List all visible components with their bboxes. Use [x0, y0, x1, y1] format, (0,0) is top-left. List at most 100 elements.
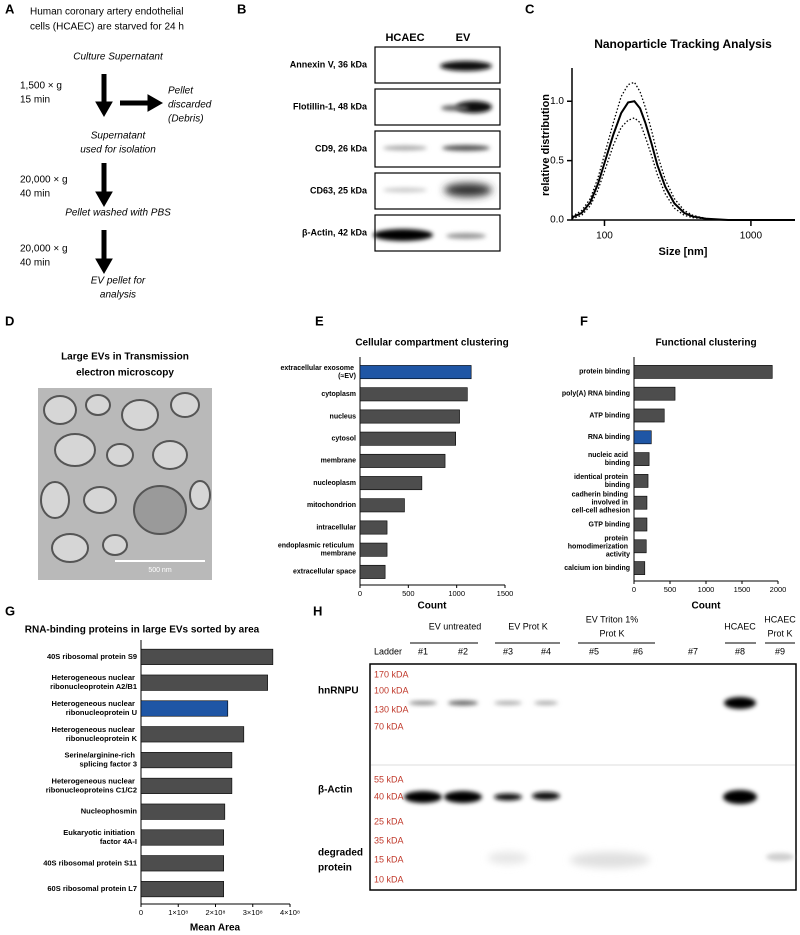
label-line: ribonucleoprotein U: [66, 708, 137, 717]
label-line: Heterogeneous nuclear: [52, 725, 137, 734]
category-label: extracellular exosome (≈EV): [281, 365, 357, 380]
centrifuge-text: 20,000 × g: [20, 244, 68, 255]
label-line: identical protein: [574, 474, 630, 481]
lane-label: Ladder: [374, 646, 402, 656]
step-text: Pellet washed with PBS: [65, 208, 171, 219]
marker-label: 10 kDA: [374, 874, 404, 884]
x-tick-label: 500: [402, 589, 415, 598]
marker-label: 70 kDA: [374, 721, 404, 731]
band: [532, 792, 560, 800]
y-axis-label: relative distribution: [540, 94, 552, 196]
label-line: protein: [604, 535, 630, 542]
arrow-head: [95, 258, 113, 275]
label-line: Eukaryotic initiation: [63, 828, 137, 837]
group-label: Prot K: [599, 628, 624, 638]
label-line: membrane: [321, 551, 357, 558]
vesicle: [40, 481, 70, 519]
category-label: 60S ribosomal protein L7: [47, 884, 137, 893]
centrifuge-text: 15 min: [20, 95, 50, 106]
row-label: hnRNPU: [318, 686, 359, 697]
bar: [140, 855, 224, 872]
y-tick-label: 1.0: [550, 96, 564, 107]
bar: [140, 674, 268, 691]
x-tick-label: 1000: [698, 585, 715, 594]
row-label: β-Actin: [318, 785, 352, 796]
band: [383, 187, 427, 193]
panel-label: D: [5, 313, 14, 328]
step-text: used for isolation: [80, 145, 156, 156]
category-label: Serine/arginine-rich splicing factor 3: [64, 751, 137, 769]
category-label: extracellular space: [293, 569, 356, 576]
label-line: Heterogeneous nuclear: [52, 776, 137, 785]
panel-label: E: [315, 313, 324, 328]
x-tick-label: 0: [139, 908, 143, 917]
band: [448, 700, 478, 706]
category-label: Heterogeneous nuclear ribonucleoprotein …: [52, 725, 138, 743]
category-label: RNA binding: [588, 434, 630, 441]
lane-label: #2: [458, 646, 468, 656]
band: [409, 701, 437, 705]
category-label: nucleus: [330, 413, 357, 420]
label-line: Heterogeneous nuclear: [52, 699, 137, 708]
lane-label: #7: [688, 646, 698, 656]
band: [494, 701, 522, 705]
panel-label: H: [313, 603, 322, 618]
vesicle: [106, 443, 134, 467]
category-label: poly(A) RNA binding: [562, 391, 630, 398]
bar: [140, 803, 226, 820]
western-blot-b: [373, 46, 501, 252]
group-label: EV untreated: [429, 621, 482, 631]
category-label: protein binding: [579, 369, 630, 376]
bar: [633, 495, 648, 510]
bar: [140, 752, 233, 769]
bar: [633, 517, 648, 532]
category-label: Eukaryotic initiation factor 4A-I: [63, 828, 137, 846]
label-line: binding: [605, 482, 630, 489]
category-label: identical protein binding: [574, 474, 630, 489]
x-tick-label: 0: [632, 585, 636, 594]
category-label: nucleic acid binding: [588, 452, 630, 467]
step-text: discarded: [168, 100, 212, 111]
smear: [570, 852, 650, 868]
bar: [359, 542, 388, 557]
category-label: membrane: [321, 458, 357, 465]
category-label: cadherin binding involved in cell-cell a…: [572, 492, 630, 515]
protein-label: Annexin V, 36 kDa: [290, 59, 368, 69]
chart-title: Nanoparticle Tracking Analysis: [594, 37, 772, 51]
panel-title: Large EVs in Transmission: [61, 352, 189, 363]
x-tick-label: 100: [596, 231, 613, 242]
category-label: mitochondrion: [307, 502, 356, 509]
band: [724, 697, 756, 709]
vesicle: [170, 392, 200, 418]
x-axis-label: Count: [692, 601, 722, 612]
category-label: 40S ribosomal protein S11: [43, 858, 137, 867]
lane-label: EV: [456, 32, 471, 44]
step-text: Supernatant: [91, 131, 147, 142]
x-tick-label: 1000: [448, 589, 465, 598]
bar: [140, 881, 224, 898]
step-text: (Debris): [168, 114, 204, 125]
label-line: extracellular exosome: [281, 365, 357, 372]
x-tick-label: 4×10⁸: [280, 908, 300, 917]
category-label: Heterogeneous nuclear ribonucleoprotein …: [52, 699, 137, 717]
marker-label: 40 kDA: [374, 791, 404, 801]
label-line: (≈EV): [338, 373, 356, 380]
label-line: Heterogeneous nuclear: [52, 673, 137, 682]
lane-label: #6: [633, 646, 643, 656]
intro-text: cells (HCAEC) are starved for 24 h: [30, 22, 184, 33]
vesicle: [51, 533, 89, 563]
category-label: GTP binding: [589, 521, 630, 528]
category-label: 40S ribosomal protein S9: [47, 652, 137, 661]
band: [441, 105, 469, 111]
category-label: cytosol: [331, 436, 356, 443]
vesicle: [121, 399, 159, 431]
marker-label: 35 kDA: [374, 835, 404, 845]
row-label: degraded: [318, 848, 363, 859]
band: [442, 145, 490, 151]
step-text: Culture Supernatant: [73, 52, 164, 63]
group-label: HCAEC: [724, 621, 756, 631]
x-tick-label: 1000: [740, 231, 763, 242]
label-line: nucleic acid: [588, 452, 630, 459]
